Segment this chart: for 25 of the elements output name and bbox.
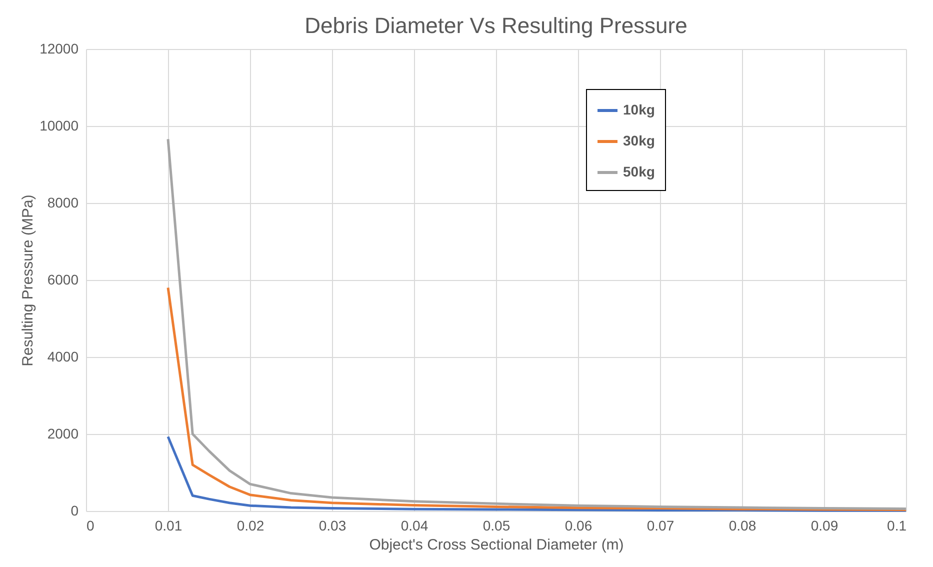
y-tick-label: 6000 [47, 272, 79, 288]
x-tick-label: 0 [86, 518, 94, 534]
y-tick-label: 10000 [40, 118, 79, 134]
x-tick-label: 0.09 [810, 518, 838, 534]
legend-label: 50kg [623, 164, 655, 180]
y-tick-label: 12000 [40, 40, 79, 56]
x-tick-label: 0.04 [400, 518, 428, 534]
x-tick-label: 0.1 [887, 518, 907, 534]
y-tick-label: 8000 [47, 194, 79, 210]
x-tick-label: 0.07 [646, 518, 674, 534]
x-tick-label: 0.05 [482, 518, 510, 534]
x-tick-label: 0.03 [318, 518, 346, 534]
chart-title: Debris Diameter Vs Resulting Pressure [304, 13, 688, 38]
y-tick-label: 0 [70, 502, 79, 518]
y-tick-label: 4000 [47, 348, 79, 364]
x-axis-title: Object's Cross Sectional Diameter (m) [369, 536, 624, 554]
x-tick-label: 0.01 [154, 518, 182, 534]
x-tick-label: 0.08 [728, 518, 756, 534]
line-series [166, 286, 908, 512]
x-tick-label: 0.06 [564, 518, 592, 534]
legend-label: 10kg [623, 102, 655, 118]
y-axis-title: Resulting Pressure (MPa) [20, 194, 37, 366]
x-tick-label: 0.02 [236, 518, 264, 534]
legend-label: 30kg [623, 132, 655, 148]
y-tick-label: 2000 [47, 426, 79, 442]
